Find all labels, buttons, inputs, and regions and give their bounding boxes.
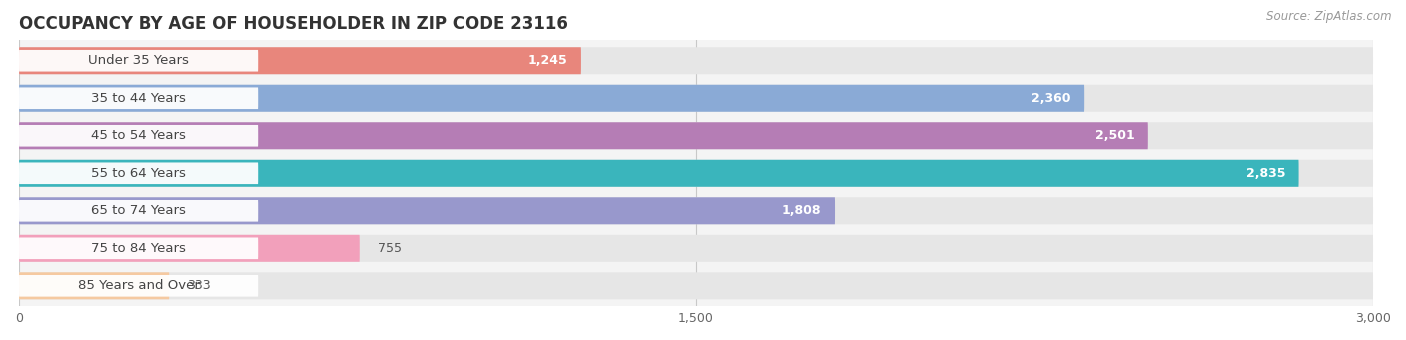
FancyBboxPatch shape	[20, 160, 1299, 187]
Text: 755: 755	[378, 242, 402, 255]
FancyBboxPatch shape	[20, 87, 259, 109]
FancyBboxPatch shape	[20, 47, 1374, 74]
FancyBboxPatch shape	[20, 197, 835, 224]
Text: 1,245: 1,245	[527, 54, 568, 67]
FancyBboxPatch shape	[20, 238, 259, 259]
Text: 2,835: 2,835	[1246, 167, 1285, 180]
FancyBboxPatch shape	[20, 47, 581, 74]
FancyBboxPatch shape	[20, 160, 1374, 187]
Text: 45 to 54 Years: 45 to 54 Years	[91, 129, 186, 142]
FancyBboxPatch shape	[20, 122, 1374, 149]
FancyBboxPatch shape	[20, 125, 259, 147]
FancyBboxPatch shape	[20, 235, 1374, 262]
FancyBboxPatch shape	[20, 85, 1084, 112]
FancyBboxPatch shape	[20, 163, 259, 184]
Text: 2,501: 2,501	[1094, 129, 1135, 142]
FancyBboxPatch shape	[20, 272, 169, 299]
FancyBboxPatch shape	[20, 200, 259, 222]
Text: Source: ZipAtlas.com: Source: ZipAtlas.com	[1267, 10, 1392, 23]
Text: 55 to 64 Years: 55 to 64 Years	[91, 167, 186, 180]
FancyBboxPatch shape	[20, 85, 1374, 112]
Text: 85 Years and Over: 85 Years and Over	[77, 279, 200, 292]
Text: 65 to 74 Years: 65 to 74 Years	[91, 204, 186, 217]
Text: 75 to 84 Years: 75 to 84 Years	[91, 242, 186, 255]
Text: Under 35 Years: Under 35 Years	[89, 54, 188, 67]
Text: 1,808: 1,808	[782, 204, 821, 217]
Text: 333: 333	[187, 279, 211, 292]
Text: OCCUPANCY BY AGE OF HOUSEHOLDER IN ZIP CODE 23116: OCCUPANCY BY AGE OF HOUSEHOLDER IN ZIP C…	[20, 15, 568, 33]
FancyBboxPatch shape	[20, 235, 360, 262]
Text: 35 to 44 Years: 35 to 44 Years	[91, 92, 186, 105]
FancyBboxPatch shape	[20, 50, 259, 71]
FancyBboxPatch shape	[20, 122, 1147, 149]
FancyBboxPatch shape	[20, 197, 1374, 224]
Text: 2,360: 2,360	[1031, 92, 1070, 105]
FancyBboxPatch shape	[20, 275, 259, 296]
FancyBboxPatch shape	[20, 272, 1374, 299]
